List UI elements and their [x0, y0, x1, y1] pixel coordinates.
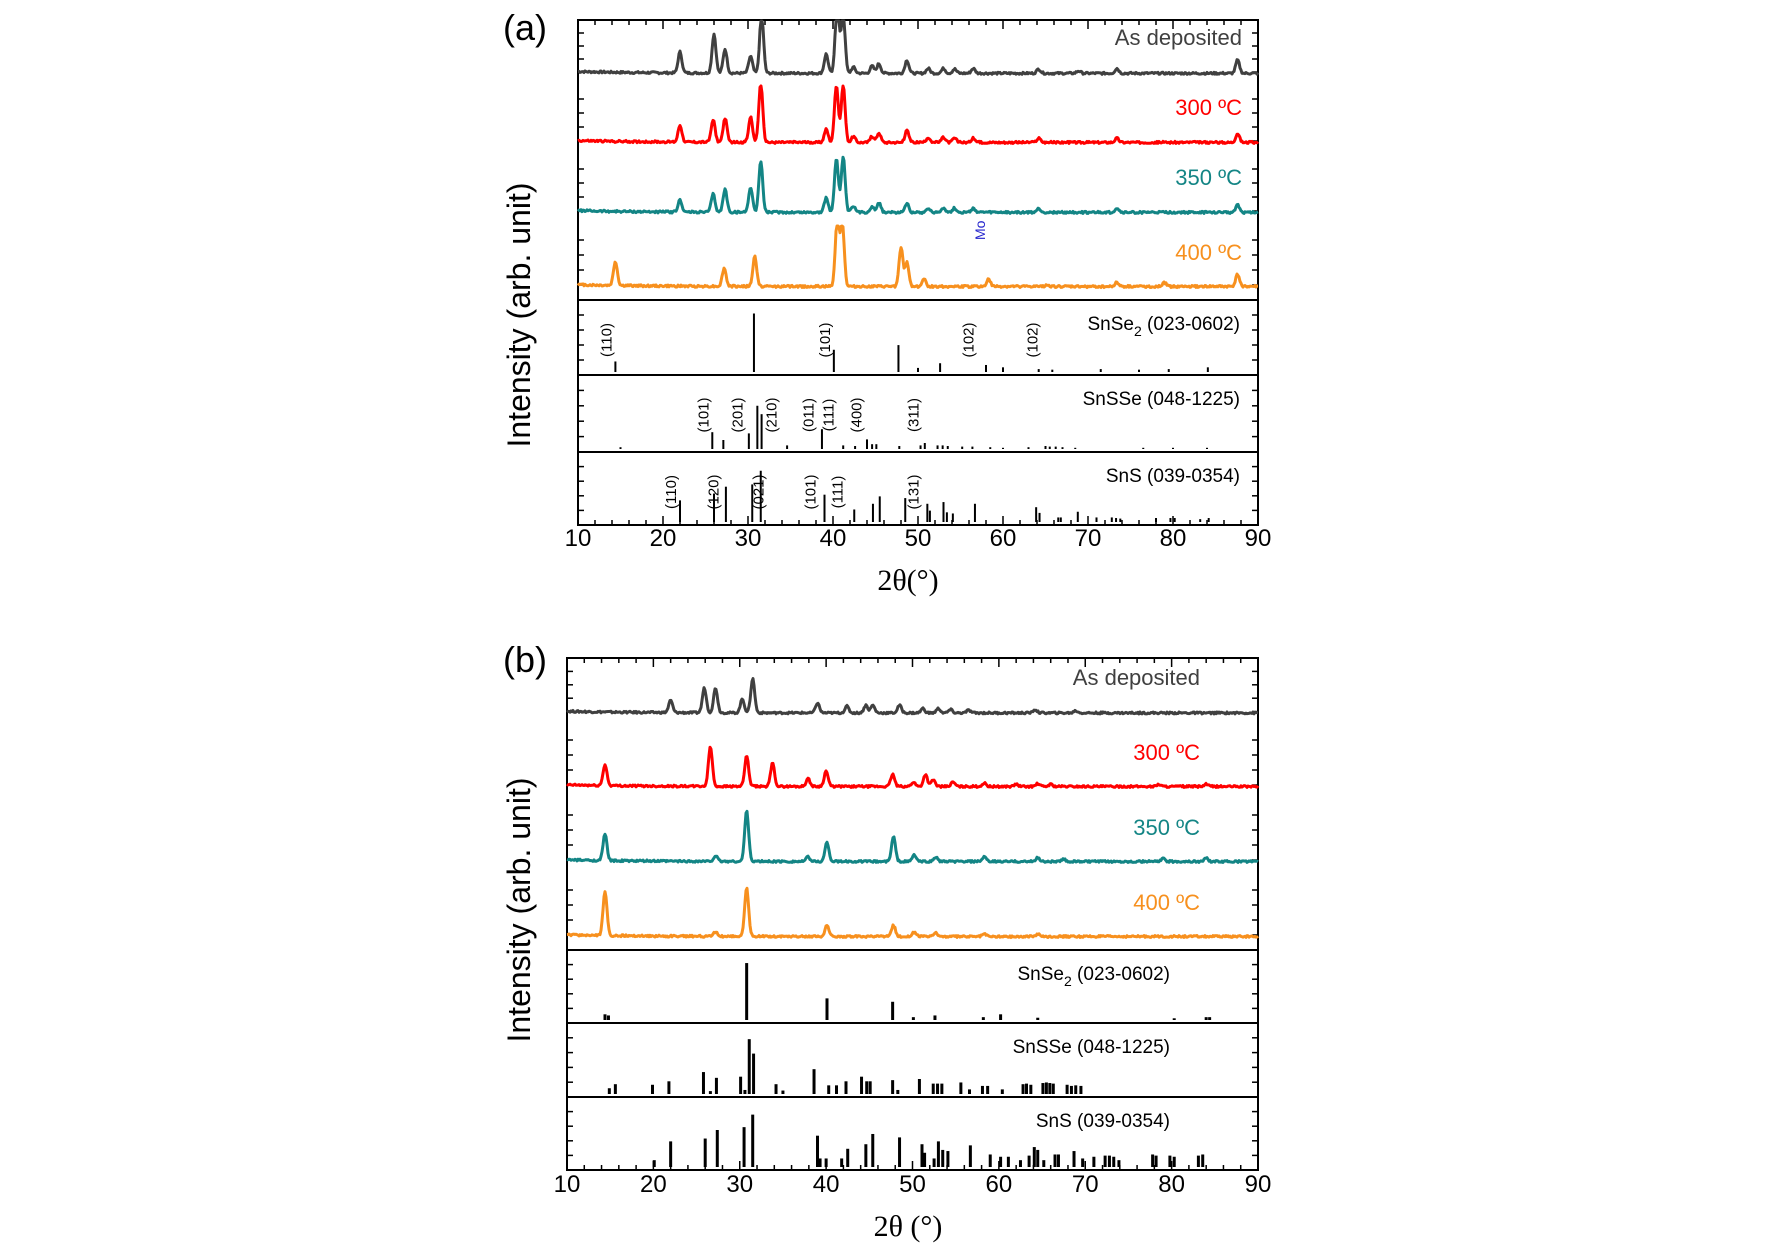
xrd-line-3	[566, 886, 1260, 939]
x-tick-label: 40	[813, 1171, 840, 1198]
x-tick-label: 50	[905, 525, 932, 552]
reference-label-main: SnS	[1036, 1111, 1072, 1132]
series-label: 300 ºC	[1133, 740, 1200, 765]
x-tick-label: 70	[1072, 1171, 1099, 1198]
miller-index-label: (400)	[848, 397, 865, 432]
miller-index-label: (101)	[817, 322, 834, 357]
mo-annotation: Mo	[972, 220, 988, 240]
xrd-line-2	[576, 155, 1259, 215]
xrd-line-0	[577, 19, 1260, 76]
reference-label-rest: (039-0354)	[1072, 1111, 1170, 1132]
miller-index-label: (101)	[802, 474, 819, 509]
reference-label-sub: 2	[1134, 323, 1142, 339]
x-tick-label: 30	[726, 1171, 753, 1198]
reference-label-main: SnSe	[1017, 964, 1063, 985]
x-tick-label: 60	[986, 1171, 1013, 1198]
reference-label: SnSSe (048-1225)	[1083, 389, 1240, 410]
series-label: As deposited	[1115, 25, 1242, 50]
miller-index-label: (102)	[1024, 322, 1041, 357]
plot-frame	[577, 19, 1259, 526]
x-tick-label: 60	[990, 525, 1017, 552]
x-tick-label: 20	[640, 1171, 667, 1198]
xrd-line-1	[566, 745, 1260, 789]
series-label: 300 ºC	[1175, 95, 1242, 120]
reference-label-main: SnSSe	[1013, 1037, 1072, 1058]
reference-label-rest: (048-1225)	[1142, 389, 1240, 410]
miller-index-label: (110)	[663, 475, 680, 509]
series-label: 400 ºC	[1133, 890, 1200, 915]
reference-label: SnS (039-0354)	[1106, 466, 1240, 487]
reference-label-rest: (048-1225)	[1072, 1037, 1170, 1058]
series-label: 350 ºC	[1175, 165, 1242, 190]
miller-index-label: (210)	[763, 397, 780, 432]
x-tick-label: 90	[1245, 525, 1272, 552]
miller-index-label: (131)	[905, 474, 922, 509]
panel-a: 10 20 30 40 50 60 70 80 90 2θ(°) Intensity (arb. u…	[501, 7, 1271, 597]
xrd-line-1	[577, 84, 1260, 145]
xrd-line-3	[576, 224, 1259, 289]
miller-index-label: (102)	[961, 322, 978, 357]
x-tick-label: 30	[735, 525, 762, 552]
miller-index-label: (111)	[820, 399, 837, 432]
reference-label-rest: (023-0602)	[1072, 964, 1170, 985]
x-axis-label: 2θ (°)	[874, 1210, 943, 1243]
xrd-line-2	[566, 809, 1259, 864]
x-tick-label: 10	[554, 1171, 581, 1198]
reference-label-sub: 2	[1064, 973, 1072, 989]
panel-b: 10 20 30 40 50 60 70 80 90 2θ (°) Intensity (arb. …	[501, 639, 1271, 1243]
miller-index-label: (021)	[751, 474, 768, 509]
x-tick-label: 90	[1245, 1171, 1272, 1198]
miller-index-label: (101)	[695, 397, 712, 432]
miller-index-label: (011)	[801, 398, 818, 432]
series-label: 350 ºC	[1133, 815, 1200, 840]
y-axis-label: Intensity (arb. unit)	[501, 183, 537, 448]
x-tick-label: 40	[820, 525, 847, 552]
miller-index-label: (110)	[598, 323, 615, 357]
x-tick-label: 80	[1158, 1171, 1185, 1198]
y-axis-label: Intensity (arb. unit)	[501, 778, 537, 1043]
x-tick-label: 80	[1160, 525, 1187, 552]
panel-label: (b)	[503, 639, 547, 680]
miller-index-label: (111)	[830, 476, 847, 509]
reference-label-main: SnSSe	[1083, 389, 1142, 410]
x-tick-label: 50	[899, 1171, 926, 1198]
reference-label-rest: (039-0354)	[1142, 466, 1240, 487]
miller-index-label: (311)	[905, 398, 922, 432]
panel-label: (a)	[503, 7, 547, 48]
reference-label-main: SnS	[1106, 466, 1142, 487]
miller-index-label: (120)	[706, 474, 723, 509]
reference-label: SnSe2 (023-0602)	[1087, 314, 1240, 339]
series-label: As deposited	[1073, 665, 1200, 690]
x-tick-label: 20	[650, 525, 677, 552]
x-tick-label: 70	[1075, 525, 1102, 552]
miller-index-label: (201)	[729, 397, 746, 432]
x-axis-label: 2θ(°)	[877, 564, 938, 597]
series-label: 400 ºC	[1175, 240, 1242, 265]
reference-label: SnSSe (048-1225)	[1013, 1037, 1170, 1058]
x-tick-label: 10	[565, 525, 592, 552]
reference-label: SnSe2 (023-0602)	[1017, 964, 1170, 989]
xrd-line-0	[566, 677, 1259, 716]
reference-label-main: SnSe	[1087, 314, 1133, 335]
reference-label-rest: (023-0602)	[1142, 314, 1240, 335]
reference-label: SnS (039-0354)	[1036, 1111, 1170, 1132]
